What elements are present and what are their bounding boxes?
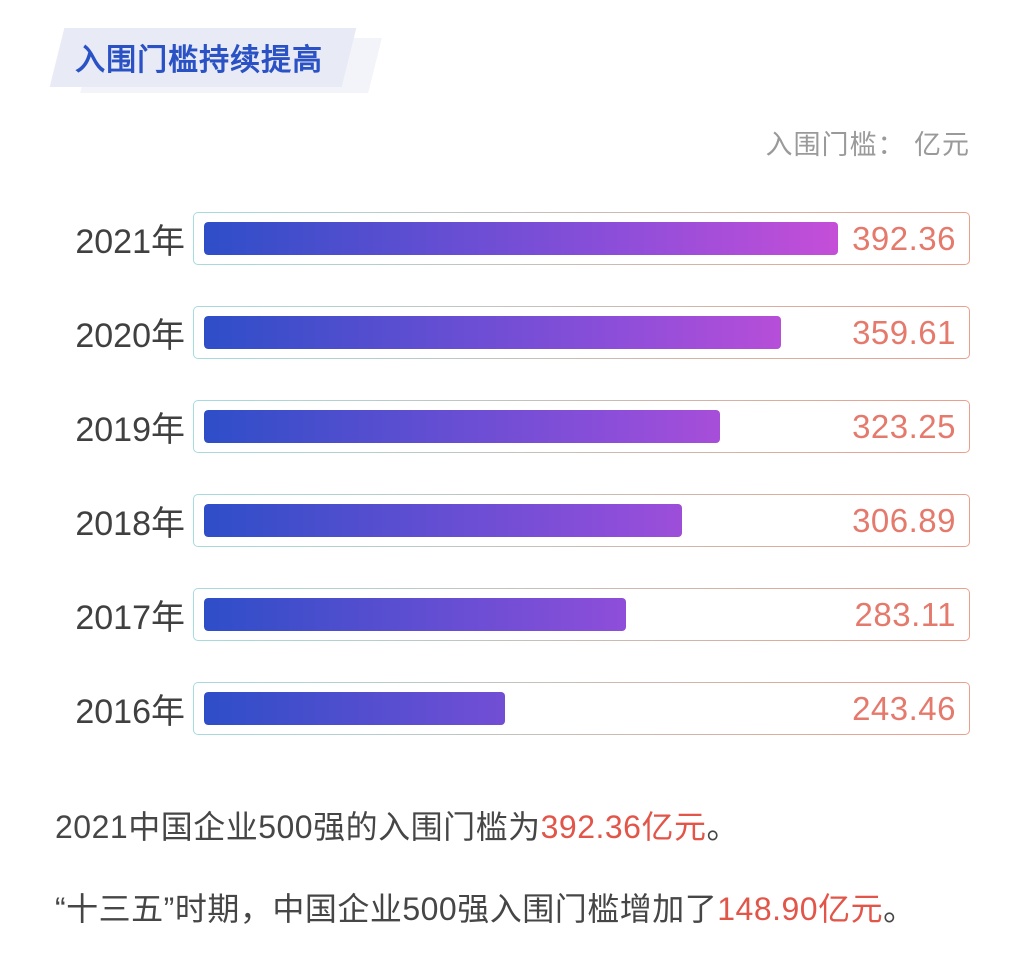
chart-row: 2019年 323.25 xyxy=(55,400,970,453)
year-label: 2017年 xyxy=(75,599,185,637)
bar-fill xyxy=(204,410,721,443)
bar-fill-gradient xyxy=(204,598,626,631)
bar-value-label: 283.11 xyxy=(854,595,956,633)
bar-fill-gradient xyxy=(204,316,782,349)
title-banner: 入围门槛持续提高 xyxy=(49,28,382,93)
year-label: 2018年 xyxy=(75,505,185,543)
bar-track-inner: 243.46 xyxy=(194,683,969,734)
bar-fill xyxy=(204,504,683,537)
bar-track-inner: 306.89 xyxy=(194,495,969,546)
year-label: 2016年 xyxy=(75,693,185,731)
bar-fill-gradient xyxy=(204,692,506,725)
bar-fill xyxy=(204,598,626,631)
year-label: 2019年 xyxy=(75,411,185,449)
footnote-1-text: 2021中国企业500强的入围门槛为 xyxy=(55,809,541,845)
bar-value-label: 323.25 xyxy=(852,407,956,445)
footnote-2-suffix: 。 xyxy=(883,890,916,927)
chart-row: 2016年 243.46 xyxy=(55,682,970,735)
footnote-1-highlight: 392.36亿元 xyxy=(540,809,707,845)
chart-row: 2021年 392.36 xyxy=(55,212,970,265)
bar-fill-gradient xyxy=(204,410,721,443)
bar-track-inner: 283.11 xyxy=(194,589,969,640)
bar-value-label: 306.89 xyxy=(852,501,956,539)
year-label: 2021年 xyxy=(75,223,185,261)
bar-track-inner: 392.36 xyxy=(194,213,969,264)
footnote-2-highlight: 148.90亿元 xyxy=(717,890,884,927)
chart-unit-legend: 入围门槛： 亿元 xyxy=(765,130,970,160)
bar-track: 392.36 xyxy=(193,212,970,265)
bar-value-label: 359.61 xyxy=(852,313,956,351)
chart-row: 2018年 306.89 xyxy=(55,494,970,547)
footnote-line-1: 2021中国企业500强的入围门槛为392.36亿元。 xyxy=(55,807,1014,849)
title-banner-shape: 入围门槛持续提高 xyxy=(49,28,357,87)
footnote-2-text: “十三五”时期，中国企业500强入围门槛增加了 xyxy=(55,890,718,927)
bar-track: 323.25 xyxy=(193,400,970,453)
bar-fill-gradient xyxy=(204,222,838,255)
bar-track: 306.89 xyxy=(193,494,970,547)
bar-track-inner: 359.61 xyxy=(194,307,969,358)
bar-track: 359.61 xyxy=(193,306,970,359)
chart-row: 2017年 283.11 xyxy=(55,588,970,641)
bar-fill-gradient xyxy=(204,504,683,537)
footnotes: 2021中国企业500强的入围门槛为392.36亿元。 “十三五”时期，中国企业… xyxy=(0,807,1024,930)
bar-track: 243.46 xyxy=(193,682,970,735)
bar-track-inner: 323.25 xyxy=(194,401,969,452)
footnote-line-2: “十三五”时期，中国企业500强入围门槛增加了148.90亿元。 xyxy=(55,889,1014,931)
page-title: 入围门槛持续提高 xyxy=(75,44,324,77)
chart-row: 2020年 359.61 xyxy=(55,306,970,359)
year-label: 2020年 xyxy=(75,317,185,355)
bar-track: 283.11 xyxy=(193,588,970,641)
bar-value-label: 243.46 xyxy=(852,689,956,727)
bar-fill xyxy=(204,222,838,255)
bar-chart: 2021年 392.36 2020年 359.61 2019年 xyxy=(0,212,1024,735)
footnote-1-suffix: 。 xyxy=(706,809,739,845)
bar-fill xyxy=(204,316,782,349)
bar-fill xyxy=(204,692,506,725)
bar-value-label: 392.36 xyxy=(852,219,956,257)
